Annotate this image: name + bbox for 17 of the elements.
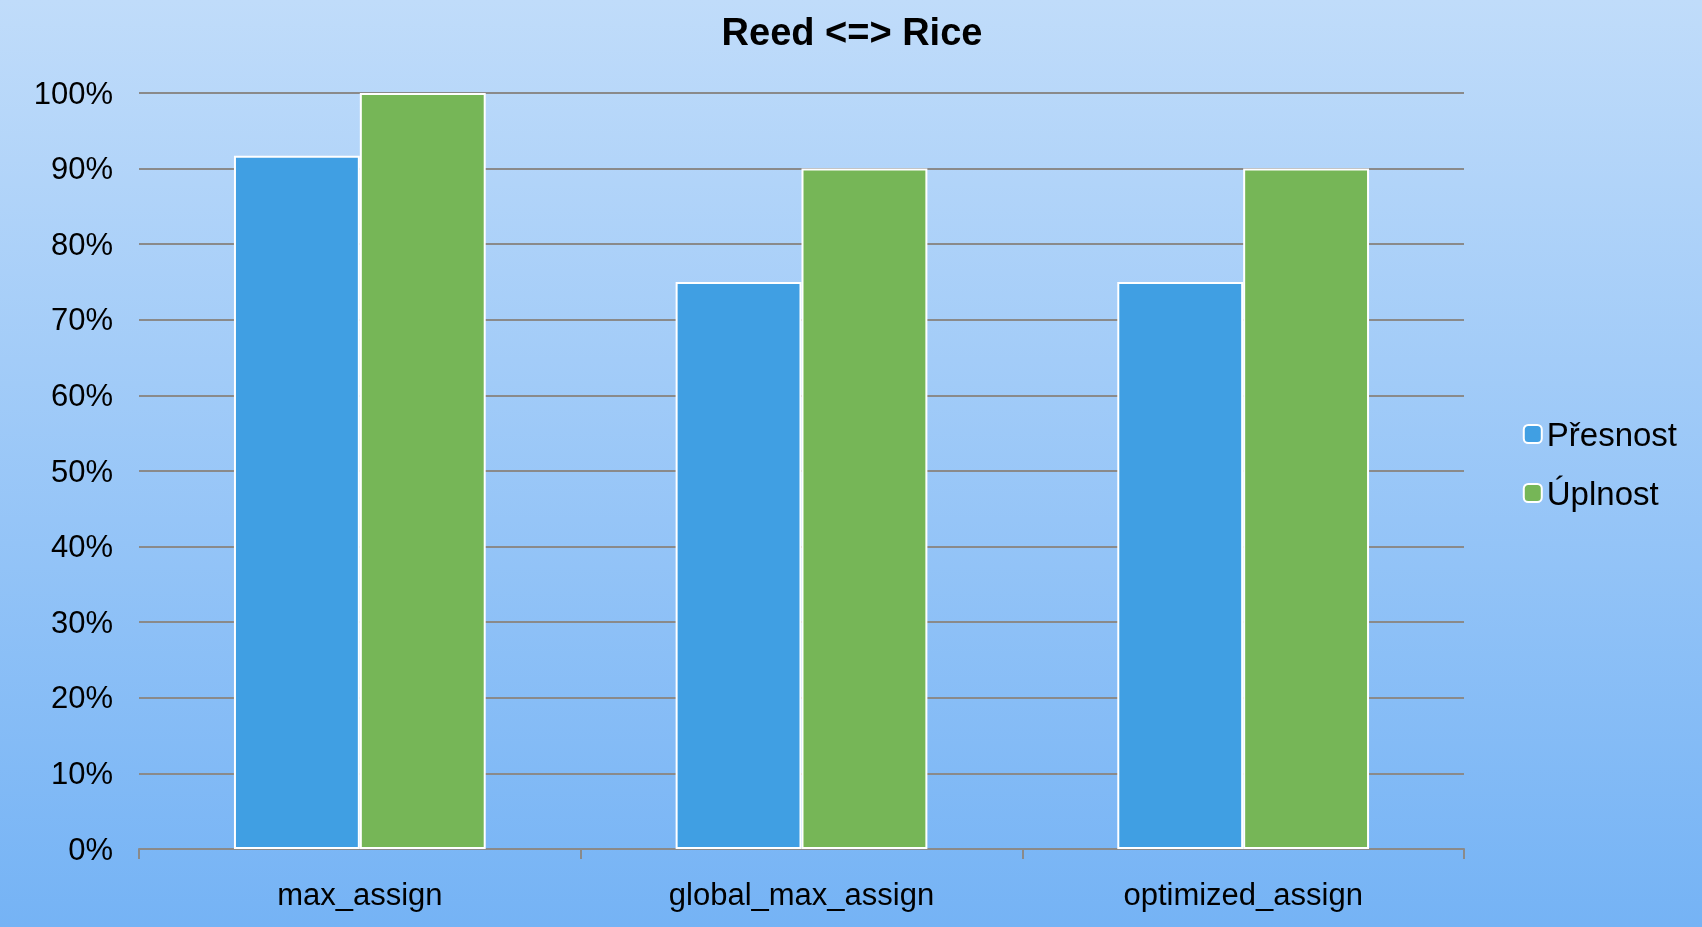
y-tick-label: 50% [50,453,113,489]
legend-label: Přesnost [1546,415,1678,453]
y-tick-label: 30% [50,604,113,640]
x-tick-label: max_assign [277,877,443,912]
y-tick-label: 0% [68,831,113,867]
y-tick-label: 10% [50,755,113,791]
y-tick-label: 60% [50,377,113,413]
x-tick-label: global_max_assign [668,877,935,912]
y-tick-label: 90% [50,151,113,187]
y-tick-label: 80% [50,226,113,262]
x-tick-label: optimized_assign [1123,877,1363,912]
chart-title: Reed <=> Rice [721,11,983,53]
y-tick-label: 20% [50,680,113,716]
y-tick-label: 70% [50,302,113,338]
y-tick-label: 100% [33,75,113,111]
y-tick-label: 40% [50,529,113,565]
legend-label: Úplnost [1546,474,1659,512]
